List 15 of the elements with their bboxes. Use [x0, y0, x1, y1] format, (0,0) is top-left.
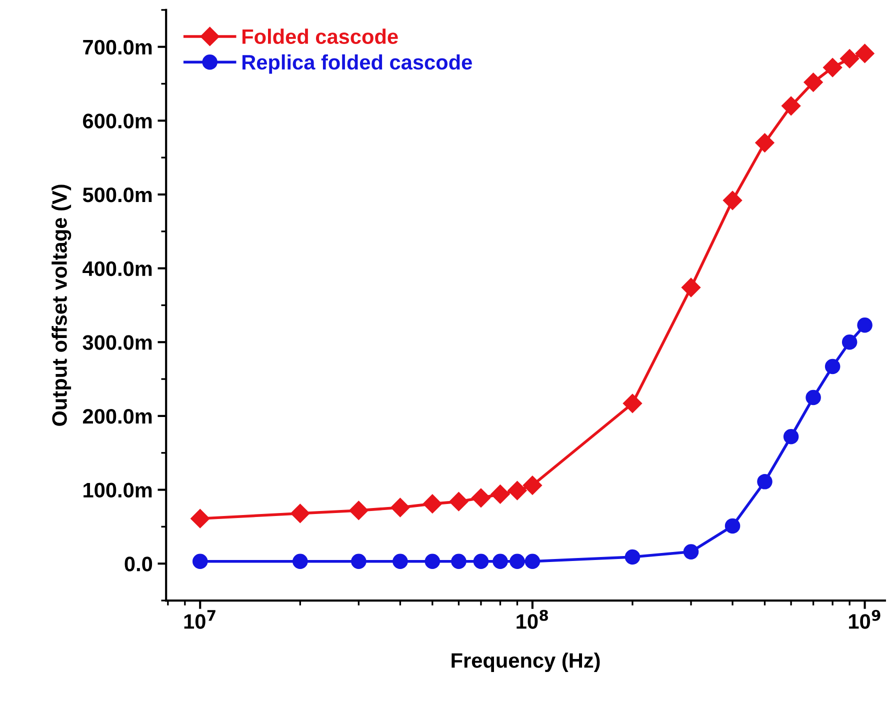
legend-label: Replica folded cascode	[242, 54, 472, 74]
y-axis-title: Output offset voltage (V)	[52, 184, 72, 426]
y-tick-label: 100.0m	[84, 482, 152, 498]
x-axis-title: Frequency (Hz)	[452, 652, 600, 672]
y-tick-label: 0.0	[124, 556, 152, 572]
x-tick-label: 10$^{8}$	[516, 610, 548, 629]
y-tick-label: 600.0m	[83, 114, 152, 128]
x-tick-label: 10$^{7}$	[184, 610, 216, 629]
x-tick-label: 10$^{9}$	[849, 610, 880, 629]
y-tick-label: 700.0m	[83, 40, 152, 55]
y-tick-label: 500.0m	[82, 187, 152, 202]
y-tick-label: 400.0m	[82, 261, 152, 276]
y-tick-label: 300.0m	[82, 335, 152, 350]
y-tick-label: 200.0m	[82, 408, 152, 424]
legend-label: Folded cascode	[242, 28, 398, 44]
